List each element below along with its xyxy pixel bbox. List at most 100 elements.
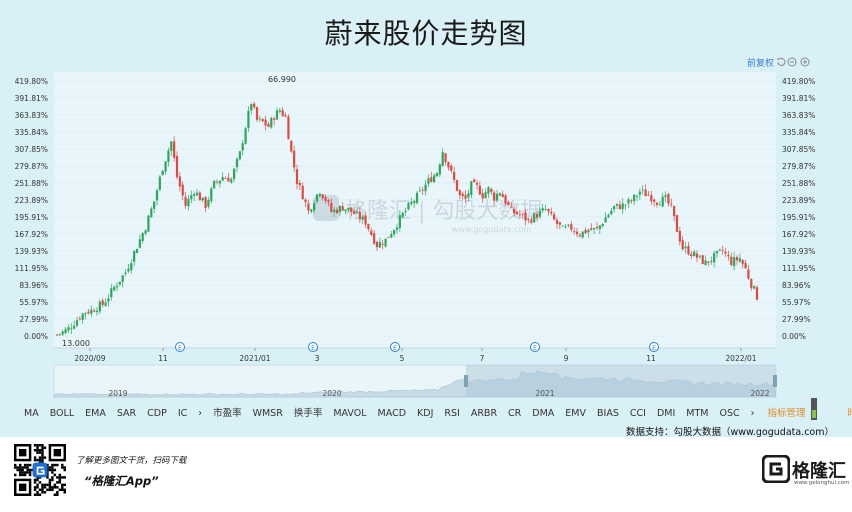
- y-tick-label: 27.99%: [19, 315, 48, 324]
- candle-body: [207, 199, 210, 207]
- candle-body: [704, 260, 707, 265]
- page-title: 蔚来股价走势图: [324, 17, 528, 50]
- y-tick-label: 391.81%: [15, 94, 48, 103]
- candlestick-chart[interactable]: 419.80% 391.81% 363.83% 335.84% 307.85% 279.8…: [0, 66, 852, 364]
- indicator-17[interactable]: EMV: [565, 408, 586, 419]
- candle-body: [427, 178, 430, 184]
- y-tick-label: 363.83%: [15, 111, 48, 120]
- indicator-1[interactable]: BOLL: [49, 408, 75, 419]
- indicator-13[interactable]: RSI: [444, 408, 460, 419]
- navigator-left-handle[interactable]: [464, 375, 468, 387]
- indicator-4[interactable]: CDP: [147, 408, 167, 419]
- indicator-24[interactable]: 指标管理: [767, 408, 806, 419]
- zoom-in-icon[interactable]: [800, 57, 810, 67]
- indicator-scrollbar[interactable]: [809, 398, 819, 420]
- footer: 了解更多图文干货，扫码下载 “格隆汇App” 格隆汇 www.gelonghui…: [0, 437, 852, 512]
- range-navigator[interactable]: 2019 2020 2021 2022: [0, 363, 852, 399]
- indicator-20[interactable]: DMI: [656, 408, 676, 419]
- candle-body: [281, 110, 284, 116]
- indicator-12[interactable]: KDJ: [417, 408, 434, 419]
- candle-body: [673, 205, 676, 217]
- candle-body: [504, 195, 507, 204]
- adjust-price-button[interactable]: 前复权: [746, 59, 774, 69]
- logo-text: 格隆汇: [792, 461, 846, 482]
- navigator-right-handle[interactable]: [773, 375, 777, 387]
- candle-body: [601, 223, 604, 227]
- indicator-9[interactable]: 换手率: [293, 408, 323, 419]
- indicator-0[interactable]: MA: [24, 408, 39, 419]
- indicator-16[interactable]: DMA: [532, 408, 555, 419]
- candle-body: [515, 211, 519, 215]
- candle-body: [90, 309, 93, 314]
- candle-body: [364, 215, 367, 225]
- x-tick-label: 11: [158, 354, 168, 363]
- y-tick-label: 307.85%: [782, 145, 815, 154]
- candle-body: [121, 275, 124, 283]
- candle-body: [687, 245, 690, 255]
- indicator-5[interactable]: IC: [177, 408, 188, 419]
- candle-body: [198, 192, 201, 201]
- y-tick-label: 0.00%: [24, 332, 48, 341]
- candle-body: [170, 141, 173, 151]
- reset-icon[interactable]: [777, 57, 786, 66]
- candle-body: [201, 197, 204, 201]
- candle-body: [84, 312, 87, 315]
- candle-body: [321, 194, 324, 199]
- y-tick-label: 167.92%: [782, 230, 815, 239]
- candle-body: [384, 238, 387, 247]
- candle-body: [647, 194, 650, 196]
- indicator-10[interactable]: MAVOL: [333, 408, 367, 419]
- chart-toolbar-icons: [777, 57, 810, 67]
- indicator-7[interactable]: 市盈率: [213, 408, 242, 419]
- indicator-15[interactable]: CR: [508, 408, 522, 419]
- candle-body: [658, 204, 661, 206]
- indicator-23[interactable]: ›: [750, 408, 755, 419]
- earnings-marker-icon[interactable]: E: [175, 342, 185, 353]
- candle-body: [607, 214, 610, 218]
- indicator-21[interactable]: MTM: [686, 408, 709, 419]
- indicator-2[interactable]: EMA: [85, 408, 106, 419]
- indicator-18[interactable]: BIAS: [597, 408, 619, 419]
- indicator-22[interactable]: OSC: [719, 408, 740, 419]
- indicator-11[interactable]: MACD: [377, 408, 407, 419]
- candle-body: [478, 185, 481, 195]
- candle-body: [335, 209, 339, 213]
- indicator-6[interactable]: ›: [198, 408, 203, 419]
- candle-body: [407, 203, 410, 210]
- indicator-8[interactable]: WMSR: [252, 408, 283, 419]
- candle-body: [518, 214, 521, 216]
- navigator-selection[interactable]: [466, 365, 776, 397]
- candle-body: [58, 334, 61, 335]
- candle-body: [570, 224, 573, 230]
- candle-body: [567, 224, 570, 226]
- candle-body: [661, 196, 664, 207]
- candle-body: [524, 212, 527, 221]
- candle-body: [433, 175, 436, 183]
- candle-body: [475, 183, 479, 185]
- candle-body: [253, 103, 256, 108]
- candle-body: [667, 194, 670, 204]
- indicator-19[interactable]: CCI: [629, 408, 646, 419]
- candle-body: [318, 193, 321, 196]
- indicator-25[interactable]: 时段: [847, 408, 852, 419]
- candle-body: [513, 208, 516, 214]
- chart-controls: 前复权: [747, 56, 814, 69]
- candle-body: [327, 200, 330, 203]
- zoom-out-icon[interactable]: [787, 57, 797, 67]
- candle-body: [395, 227, 399, 230]
- y-tick-label: 223.89%: [782, 196, 815, 205]
- candle-body: [290, 140, 293, 152]
- candle-body: [138, 239, 141, 248]
- earnings-marker-icon[interactable]: E: [308, 342, 318, 353]
- earnings-marker-icon[interactable]: E: [390, 342, 400, 353]
- indicator-3[interactable]: SAR: [116, 408, 137, 419]
- candle-body: [550, 211, 553, 214]
- indicator-14[interactable]: ARBR: [470, 408, 498, 419]
- candle-body: [521, 213, 524, 215]
- earnings-marker-icon[interactable]: E: [649, 342, 659, 353]
- candle-body: [175, 156, 179, 178]
- svg-text:E: E: [178, 345, 182, 352]
- candle-body: [401, 212, 404, 217]
- candle-body: [350, 207, 353, 212]
- earnings-marker-icon[interactable]: E: [530, 342, 540, 353]
